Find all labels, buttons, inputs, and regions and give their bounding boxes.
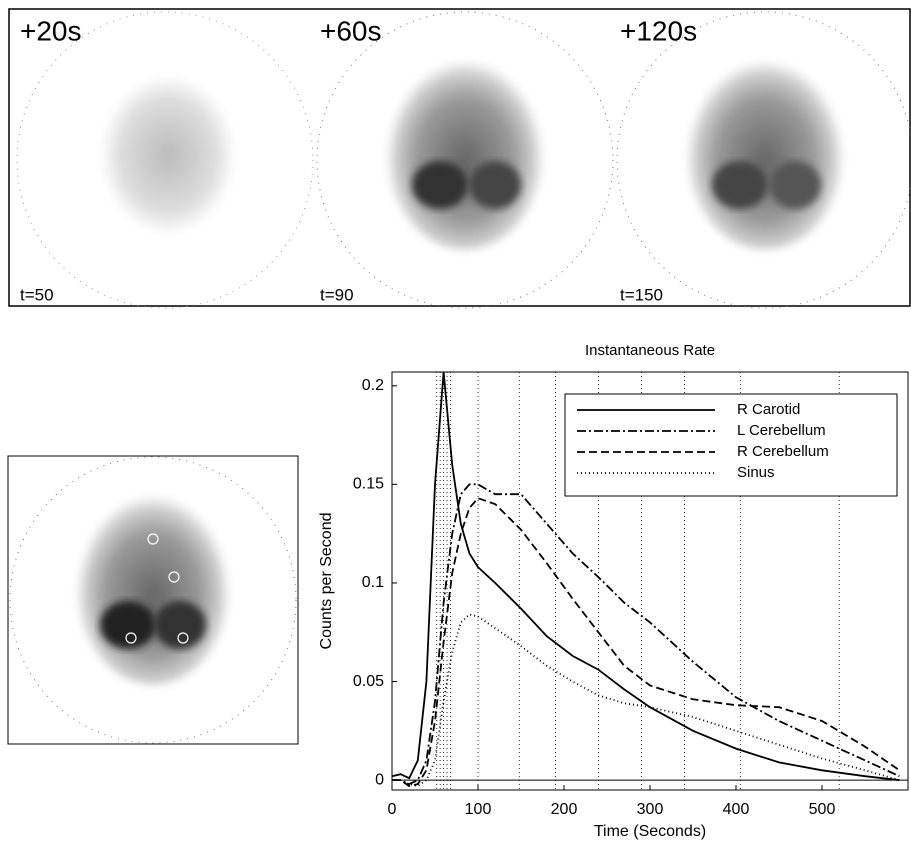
y-axis-label: Counts per Second xyxy=(318,513,335,650)
x-axis-label: Time (Seconds) xyxy=(594,823,706,840)
roi-marker xyxy=(168,571,180,583)
legend-label: Sinus xyxy=(737,464,775,481)
brain-image xyxy=(616,11,911,309)
chart: Instantaneous Rate Time (Seconds) Counts p… xyxy=(318,342,909,840)
panel-label: +120s xyxy=(620,15,697,46)
series-line xyxy=(392,613,900,788)
x-tick-label: 100 xyxy=(465,801,492,818)
panel-time: t=90 xyxy=(320,285,354,304)
panel-label: +20s xyxy=(20,15,82,46)
image-strip: +20s t=50 +60s t=90 +120s t=150 xyxy=(8,8,911,309)
panel-time: t=150 xyxy=(620,285,663,304)
brain-image xyxy=(316,11,614,309)
y-tick-label: 0.15 xyxy=(353,476,384,493)
brain-image xyxy=(16,11,314,309)
roi-marker xyxy=(125,632,137,644)
y-tick-label: 0.1 xyxy=(362,574,384,591)
legend-box xyxy=(564,393,898,497)
legend-label: R Cerebellum xyxy=(737,443,829,460)
x-tick-label: 0 xyxy=(388,801,397,818)
y-tick-label: 0 xyxy=(375,771,384,788)
chart-title: Instantaneous Rate xyxy=(585,342,715,359)
series-line xyxy=(392,483,900,786)
roi-marker xyxy=(177,632,189,644)
roi-marker xyxy=(147,533,159,545)
x-tick-label: 200 xyxy=(551,801,578,818)
x-tick-label: 400 xyxy=(723,801,750,818)
panel-label: +60s xyxy=(320,15,382,46)
series-line xyxy=(391,371,900,781)
panel-time: t=50 xyxy=(20,285,54,304)
x-tick-label: 300 xyxy=(637,801,664,818)
y-tick-label: 0.2 xyxy=(362,377,384,394)
legend-label: R Carotid xyxy=(737,401,800,418)
roi-image xyxy=(7,455,299,745)
y-tick-label: 0.05 xyxy=(353,673,384,690)
legend-label: L Cerebellum xyxy=(737,422,826,439)
x-tick-label: 500 xyxy=(809,801,836,818)
series-line xyxy=(392,497,900,788)
plot-frame xyxy=(391,371,909,791)
